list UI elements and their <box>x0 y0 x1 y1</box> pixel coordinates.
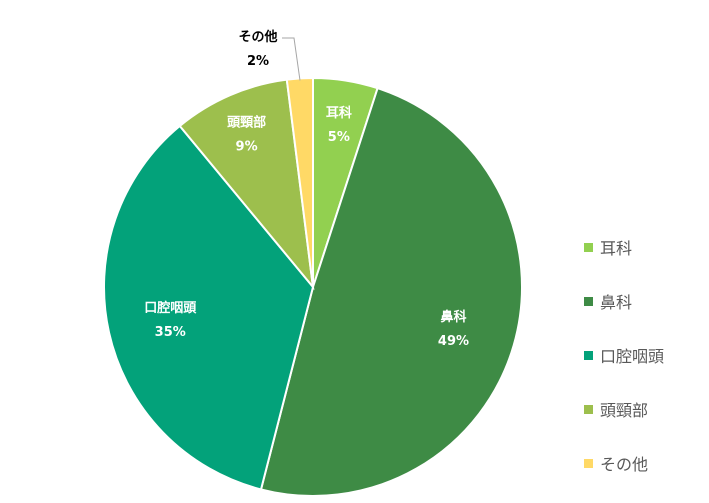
legend-swatch <box>584 243 593 252</box>
slice-category-label: 頭頸部 <box>227 115 266 131</box>
legend-label: 鼻科 <box>600 293 632 312</box>
callout-lines <box>282 37 301 81</box>
legend-item: 鼻科 <box>584 293 632 312</box>
pie-slice-3 <box>103 124 315 491</box>
slice-labels: 耳科 5% 鼻科 49% 口腔咽頭 35% 頭頸部 9% その他 2% <box>144 29 469 349</box>
slice-percent-label: 35% <box>155 325 186 340</box>
legend-swatch <box>584 459 593 468</box>
pie-slice-2 <box>259 86 524 497</box>
slice-percent-label: 2% <box>247 54 269 69</box>
slice-category-label: 耳科 <box>326 105 352 121</box>
legend-label: 耳科 <box>600 239 632 258</box>
pie-slices <box>103 76 524 497</box>
legend-swatch <box>584 405 593 414</box>
slice-category-label: その他 <box>238 29 277 45</box>
slice-percent-label: 9% <box>236 140 258 155</box>
legend-item: 耳科 <box>584 239 632 258</box>
legend-label: 口腔咽頭 <box>600 347 664 366</box>
slice-percent-label: 49% <box>438 334 469 349</box>
slice-category-label: 口腔咽頭 <box>144 300 197 316</box>
legend-swatch <box>584 297 593 306</box>
pie-slice-4 <box>178 78 315 291</box>
legend-label: 頭頸部 <box>600 401 648 420</box>
slice-category-label: 鼻科 <box>440 309 466 325</box>
legend-swatch <box>584 351 593 360</box>
legend-item: 口腔咽頭 <box>584 347 664 366</box>
legend-label: その他 <box>600 455 648 474</box>
callout-line-5 <box>282 37 301 81</box>
slice-percent-label: 5% <box>328 130 350 145</box>
legend-item: 頭頸部 <box>584 401 648 420</box>
legend-item: その他 <box>584 455 648 474</box>
